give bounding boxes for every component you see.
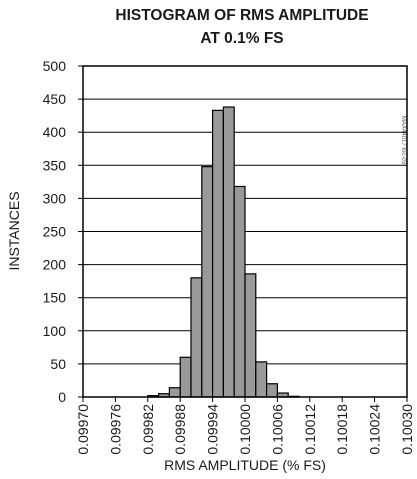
histogram-bar bbox=[244, 273, 257, 398]
x-tick-label: 0.10024 bbox=[367, 404, 383, 455]
chart-title-line-2: AT 0.1% FS bbox=[200, 30, 283, 47]
y-tick-label: 350 bbox=[43, 157, 67, 173]
y-tick-label: 300 bbox=[43, 190, 67, 206]
x-tick-label: 0.09970 bbox=[75, 404, 91, 455]
x-tick-label: 0.09982 bbox=[140, 404, 156, 455]
histogram-bar bbox=[222, 106, 235, 398]
bars bbox=[147, 106, 300, 398]
histogram-bar bbox=[190, 277, 203, 398]
y-tick-label: 0 bbox=[58, 389, 66, 405]
y-axis-label: INSTANCES bbox=[6, 191, 22, 270]
y-tick-label: 450 bbox=[43, 91, 67, 107]
x-tick-label: 0.10030 bbox=[399, 404, 415, 455]
y-tick-label: 150 bbox=[43, 290, 67, 306]
histogram-bar bbox=[168, 387, 181, 398]
y-tick-label: 400 bbox=[43, 124, 67, 140]
x-tick-label: 0.10000 bbox=[237, 404, 253, 455]
histogram-bar bbox=[255, 361, 268, 398]
x-tick-label: 0.10018 bbox=[334, 404, 350, 455]
x-tick-label: 0.09976 bbox=[107, 404, 123, 455]
y-tick-label: 250 bbox=[43, 224, 67, 240]
x-axis-ticks: 0.09970 0.09976 0.09982 0.09988 0.09994 0.100… bbox=[75, 397, 415, 455]
y-tick-label: 50 bbox=[50, 356, 66, 372]
histogram-bar bbox=[179, 356, 192, 398]
chart-title-line-1: HISTOGRAM OF RMS AMPLITUDE bbox=[115, 7, 368, 24]
histogram-bar bbox=[201, 166, 214, 398]
y-tick-label: 500 bbox=[43, 58, 67, 74]
x-tick-label: 0.09988 bbox=[172, 404, 188, 455]
y-tick-label: 200 bbox=[43, 257, 67, 273]
y-axis-ticks: 0 50 100 150 200 250 300 350 400 450 500 bbox=[43, 58, 83, 405]
histogram-bar bbox=[233, 185, 246, 398]
x-tick-label: 0.10006 bbox=[269, 404, 285, 455]
x-tick-label: 0.10012 bbox=[302, 404, 318, 455]
histogram-bar bbox=[266, 383, 279, 398]
figure-code: MAX44017 toc-03 bbox=[400, 116, 406, 165]
histogram-bar bbox=[212, 109, 225, 398]
x-axis-label: RMS AMPLITUDE (% FS) bbox=[164, 457, 326, 473]
x-tick-label: 0.09994 bbox=[205, 404, 221, 455]
y-tick-label: 100 bbox=[43, 323, 67, 339]
